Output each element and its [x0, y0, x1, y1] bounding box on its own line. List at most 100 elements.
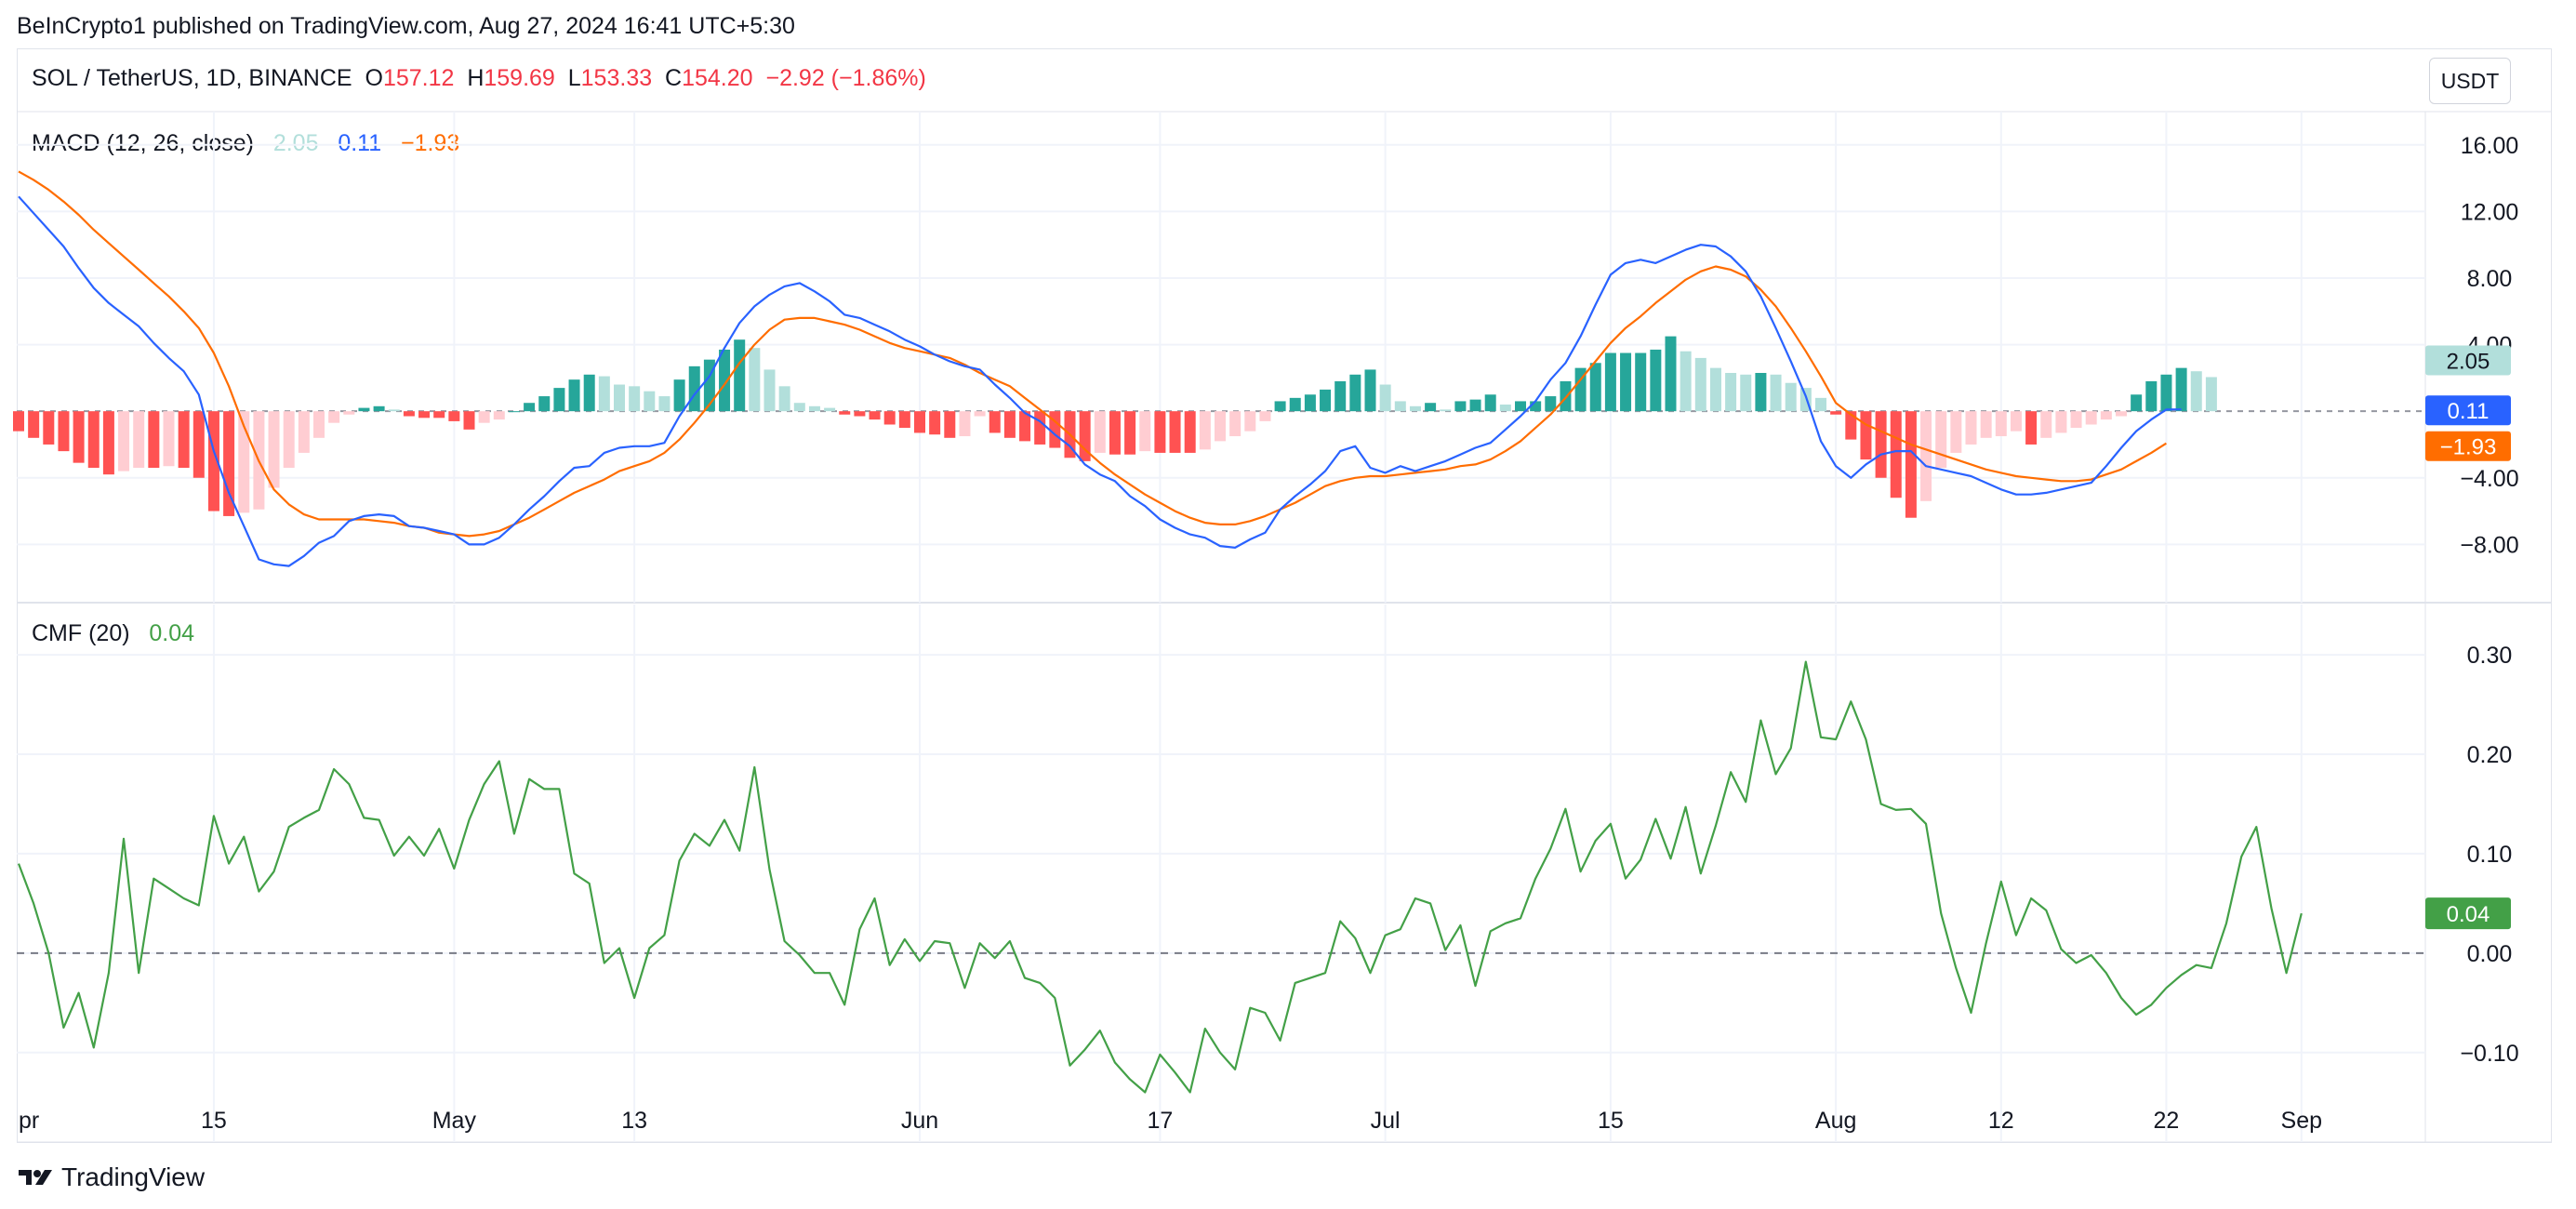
- macd-histogram-bar: [73, 411, 85, 463]
- macd-histogram-bar: [2085, 411, 2097, 425]
- cmf-y-tick-label: 0.30: [2467, 643, 2513, 669]
- macd-histogram-bar: [1694, 357, 1706, 412]
- x-axis-tick-label: May: [432, 1108, 477, 1134]
- x-axis-tick-label: pr: [19, 1108, 39, 1134]
- macd-y-tick-label: 12.00: [2461, 199, 2519, 225]
- x-axis-tick-label: Aug: [1815, 1108, 1856, 1134]
- macd-histogram-bar: [1709, 367, 1721, 412]
- macd-histogram-bar: [2131, 394, 2143, 412]
- macd-histogram-bar: [2205, 377, 2217, 412]
- macd-histogram-bar: [163, 411, 175, 467]
- macd-histogram-bar: [373, 405, 385, 412]
- macd-histogram-bar: [223, 411, 235, 516]
- price-label-histogram: 2.05: [2447, 349, 2490, 374]
- cmf-legend-label: CMF (20): [32, 620, 130, 646]
- macd-histogram-bar: [929, 411, 941, 435]
- macd-histogram-bar: [2160, 374, 2172, 412]
- macd-histogram-bar: [133, 411, 145, 469]
- macd-histogram-bar: [1034, 411, 1046, 445]
- macd-legend[interactable]: MACD (12, 26, close) 2.05 0.11 −1.93: [32, 130, 459, 157]
- macd-histogram-bar: [839, 411, 851, 415]
- macd-histogram-bar: [1515, 401, 1526, 412]
- cmf-legend[interactable]: CMF (20) 0.04: [32, 620, 194, 647]
- price-label-signal-bg: [2425, 431, 2511, 461]
- close-label: C: [665, 65, 683, 91]
- macd-histogram-bar: [58, 411, 70, 452]
- tradingview-logo-icon: [19, 1170, 52, 1185]
- macd-histogram-bar: [1320, 389, 1332, 412]
- macd-histogram-bar: [493, 411, 505, 420]
- macd-histogram-bar: [358, 407, 370, 412]
- macd-histogram-bar: [764, 369, 776, 412]
- open-value: 157.12: [382, 65, 455, 91]
- macd-histogram-bar: [538, 396, 551, 412]
- macd-histogram-bar: [418, 411, 431, 418]
- x-axis-tick-label: 13: [621, 1108, 647, 1134]
- high-label: H: [467, 65, 485, 91]
- currency-button[interactable]: USDT: [2429, 58, 2511, 104]
- macd-histogram-bar: [658, 396, 671, 412]
- macd-legend-label: MACD (12, 26, close): [32, 130, 254, 156]
- macd-histogram-bar: [959, 411, 971, 437]
- macd-histogram-bar: [583, 374, 595, 412]
- price-label-cmf: 0.04: [2447, 902, 2490, 927]
- x-axis-tick-label: 17: [1147, 1108, 1173, 1134]
- macd-histogram-bar: [433, 411, 445, 418]
- macd-histogram-bar: [508, 411, 520, 413]
- macd-histogram-bar: [1680, 351, 1692, 412]
- macd-histogram-bar: [1139, 411, 1151, 452]
- macd-histogram-bar: [1484, 394, 1496, 412]
- macd-histogram-bar: [1394, 401, 1406, 412]
- macd-histogram-bar: [2175, 367, 2187, 412]
- macd-histogram-bar: [1589, 363, 1601, 412]
- price-label-signal: −1.93: [2440, 435, 2497, 460]
- macd-histogram-bar: [719, 349, 731, 412]
- macd-histogram-bar: [403, 411, 415, 417]
- macd-histogram-bar: [283, 411, 295, 469]
- macd-histogram-bar: [43, 411, 55, 445]
- macd-histogram-bar: [1499, 405, 1511, 412]
- close-value: 154.20: [682, 65, 753, 91]
- macd-histogram-bar: [2145, 380, 2158, 412]
- macd-histogram-bar: [193, 411, 205, 478]
- macd-histogram-bar: [1364, 369, 1376, 412]
- macd-histogram-bar: [1545, 396, 1557, 412]
- macd-histogram-bar: [1334, 380, 1347, 412]
- macd-histogram-bar: [749, 348, 761, 412]
- macd-histogram-bar: [1229, 411, 1242, 437]
- macd-histogram-bar: [1124, 411, 1136, 455]
- x-axis-tick-label: 22: [2154, 1108, 2180, 1134]
- macd-histogram-bar: [1199, 411, 1211, 450]
- macd-histogram-bar: [1604, 352, 1616, 412]
- publisher-line: BeInCrypto1 published on TradingView.com…: [17, 13, 795, 39]
- macd-histogram-bar: [87, 411, 100, 469]
- macd-histogram-bar: [2190, 371, 2202, 412]
- macd-histogram-bar: [1184, 411, 1196, 453]
- macd-y-tick-label: −4.00: [2460, 466, 2518, 492]
- macd-histogram-bar: [1935, 411, 1947, 469]
- macd-legend-histogram: 2.05: [272, 130, 319, 156]
- macd-histogram-bar: [1650, 349, 1662, 412]
- symbol-ohlc-row: SOL / TetherUS, 1D, BINANCE O157.12 H159…: [32, 65, 926, 92]
- cmf-y-tick-label: −0.10: [2460, 1041, 2518, 1067]
- macd-y-tick-label: −8.00: [2460, 532, 2518, 558]
- signal-line: [18, 170, 2167, 538]
- macd-histogram-bar: [883, 411, 896, 425]
- macd-histogram-bar: [1620, 352, 1632, 412]
- macd-histogram-bar: [478, 411, 490, 423]
- x-axis-tick-label: Jul: [1371, 1108, 1401, 1134]
- macd-histogram-bar: [1890, 411, 1902, 498]
- macd-histogram-bar: [524, 403, 536, 412]
- macd-histogram-bar: [1079, 411, 1091, 461]
- macd-histogram-bar: [1425, 403, 1437, 412]
- macd-histogram-bar: [614, 384, 625, 412]
- cmf-y-tick-label: 0.10: [2467, 842, 2513, 868]
- macd-histogram-bar: [974, 411, 986, 417]
- macd-y-tick-label: 8.00: [2467, 266, 2513, 292]
- price-label-macd-bg: [2425, 395, 2511, 426]
- macd-histogram-bar: [1980, 411, 1992, 438]
- macd-histogram-bar: [1905, 411, 1917, 518]
- symbol-title[interactable]: SOL / TetherUS, 1D, BINANCE: [32, 65, 352, 91]
- macd-histogram-bar: [2116, 411, 2127, 417]
